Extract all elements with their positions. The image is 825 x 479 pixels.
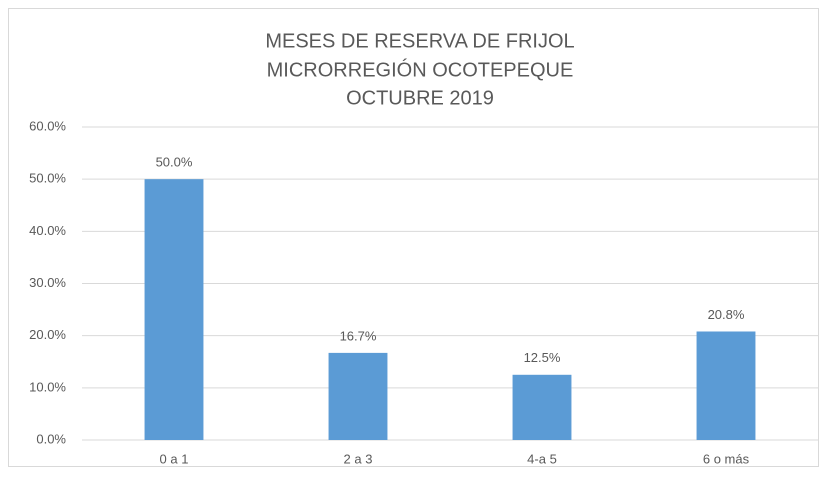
data-label: 20.8%	[708, 307, 745, 322]
bar	[144, 179, 204, 440]
y-tick-label: 10.0%	[29, 379, 66, 394]
chart-frame	[8, 8, 819, 467]
chart-title: OCTUBRE 2019	[346, 87, 494, 109]
y-tick-label: 60.0%	[29, 118, 66, 133]
chart-title: MESES DE RESERVA DE FRIJOL	[265, 30, 574, 52]
x-tick-label: 4-a 5	[527, 451, 557, 466]
data-label: 12.5%	[524, 350, 561, 365]
y-tick-label: 40.0%	[29, 223, 66, 238]
y-tick-label: 20.0%	[29, 327, 66, 342]
bar	[696, 331, 756, 440]
data-label: 50.0%	[156, 155, 193, 170]
x-tick-label: 0 a 1	[160, 451, 189, 466]
y-tick-label: 30.0%	[29, 275, 66, 290]
x-tick-label: 2 a 3	[344, 451, 373, 466]
bar	[328, 352, 388, 440]
y-tick-label: 50.0%	[29, 171, 66, 186]
chart-title: MICRORREGIÓN OCOTEPEQUE	[267, 58, 574, 81]
data-label: 16.7%	[340, 328, 377, 343]
x-tick-label: 6 o más	[703, 451, 750, 466]
bar	[512, 374, 572, 440]
y-tick-label: 0.0%	[36, 431, 66, 446]
